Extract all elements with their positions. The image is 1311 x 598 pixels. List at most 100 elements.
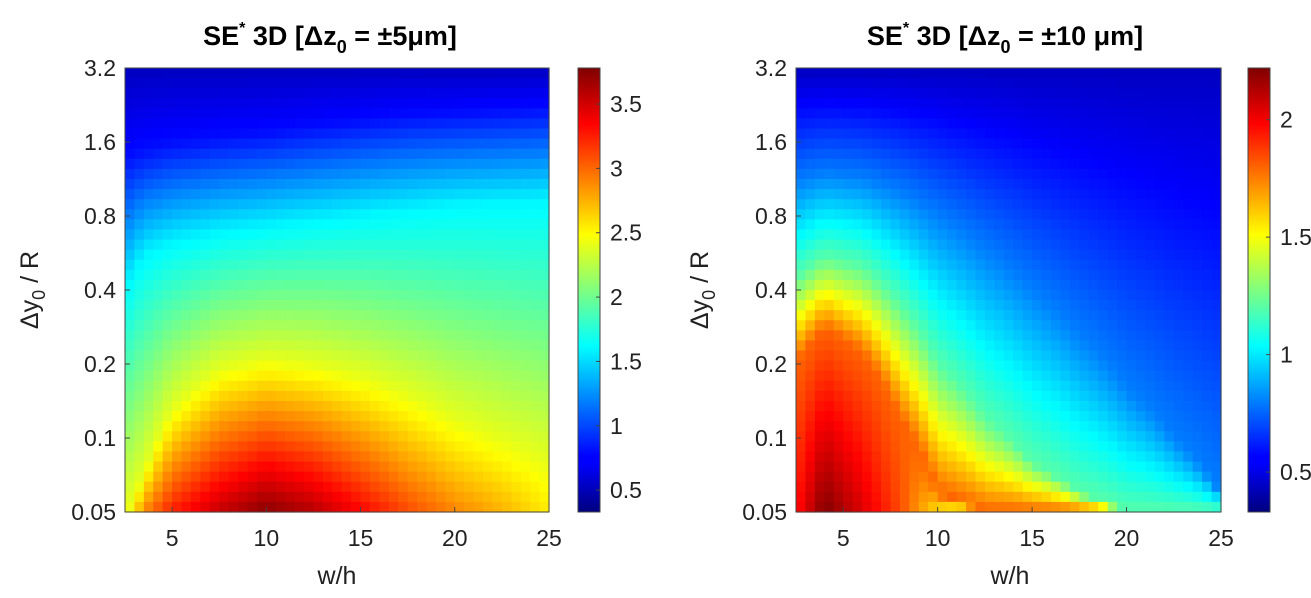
left-heatmap-cell — [464, 310, 475, 321]
right-heatmap-cell — [1013, 481, 1024, 493]
right-heatmap-cell — [1051, 350, 1062, 362]
left-heatmap-cell — [304, 431, 315, 442]
right-heatmap-cell — [966, 148, 977, 160]
left-heatmap-cell — [332, 158, 343, 170]
left-heatmap-cell — [492, 209, 503, 220]
left-heatmap-cell — [520, 78, 531, 89]
left-heatmap-cell — [228, 168, 239, 180]
left-heatmap-cell — [388, 390, 399, 402]
right-heatmap-cell — [1069, 168, 1080, 180]
left-heatmap-cell — [360, 310, 371, 321]
right-heatmap-cell — [833, 421, 844, 432]
right-heatmap-cell — [871, 350, 882, 362]
left-heatmap-cell — [181, 401, 192, 412]
right-heatmap-cell — [909, 491, 920, 503]
right-heatmap-cell — [1145, 461, 1156, 473]
right-heatmap-cell — [918, 320, 929, 331]
right-heatmap-cell — [1117, 491, 1128, 503]
right-heatmap-cell — [805, 239, 816, 251]
right-heatmap-cell — [1060, 320, 1071, 331]
right-heatmap-cell — [1192, 209, 1203, 220]
right-heatmap-cell — [1022, 290, 1033, 301]
left-heatmap-cell — [181, 229, 192, 241]
left-heatmap-cell — [143, 330, 154, 342]
right-heatmap-cell — [1126, 300, 1137, 311]
right-heatmap-cell — [1211, 98, 1222, 109]
left-heatmap-cell — [511, 279, 522, 291]
left-heatmap-cell — [520, 138, 531, 150]
right-heatmap-cell — [1211, 350, 1222, 362]
right-heatmap-cell — [1088, 279, 1099, 291]
right-heatmap-cell — [805, 451, 816, 463]
right-heatmap-cell — [833, 501, 844, 513]
right-heatmap-cell — [881, 290, 892, 301]
left-heatmap-cell — [294, 380, 305, 392]
left-heatmap-cell — [454, 279, 465, 291]
right-heatmap-cell — [937, 451, 948, 463]
left-heatmap-cell — [483, 451, 494, 463]
left-heatmap-cell — [143, 199, 154, 210]
right-heatmap-cell — [805, 179, 816, 190]
left-heatmap-cell — [398, 269, 409, 281]
right-heatmap-cell — [899, 148, 910, 160]
left-heatmap-cell — [190, 88, 201, 99]
right-heatmap-cell — [1192, 98, 1203, 109]
left-heatmap-cell — [219, 239, 230, 251]
left-heatmap-cell — [200, 88, 211, 99]
right-heatmap-cell — [1117, 279, 1128, 291]
left-heatmap-cell — [125, 441, 136, 453]
right-heatmap-cell — [1022, 88, 1033, 99]
right-heatmap-cell — [956, 229, 967, 241]
left-heatmap-cell — [539, 279, 550, 291]
right-heatmap-cell — [1051, 431, 1062, 442]
right-heatmap-cell — [984, 148, 995, 160]
right-heatmap-cell — [881, 350, 892, 362]
left-heatmap-cell — [398, 189, 409, 200]
right-heatmap-cell — [871, 88, 882, 99]
right-heatmap-cell — [1003, 461, 1014, 473]
left-heatmap-cell — [530, 199, 541, 210]
right-heatmap-cell — [843, 88, 854, 99]
right-heatmap-cell — [814, 300, 825, 311]
right-heatmap-cell — [1032, 128, 1043, 140]
right-heatmap-cell — [975, 179, 986, 190]
right-heatmap-cell — [966, 118, 977, 130]
right-heatmap-cell — [1051, 310, 1062, 321]
left-heatmap-cell — [219, 269, 230, 281]
right-heatmap-cell — [1211, 431, 1222, 442]
right-heatmap-cell — [1164, 209, 1175, 220]
left-heatmap-cell — [445, 501, 456, 513]
right-heatmap-cell — [843, 330, 854, 342]
right-heatmap-cell — [1079, 118, 1090, 130]
left-heatmap-cell — [360, 380, 371, 392]
right-heatmap-cell — [899, 259, 910, 271]
right-heatmap-cell — [1211, 491, 1222, 503]
right-heatmap-cell — [852, 390, 863, 402]
right-heatmap-cell — [1145, 431, 1156, 442]
left-heatmap-cell — [351, 259, 362, 271]
right-heatmap-cell — [833, 441, 844, 453]
right-heatmap-cell — [1154, 340, 1165, 352]
right-heatmap-cell — [796, 128, 807, 140]
left-y-tick-label: 0.4 — [84, 277, 116, 303]
left-heatmap-cell — [332, 108, 343, 120]
right-heatmap-cell — [1051, 340, 1062, 352]
left-heatmap-cell — [332, 380, 343, 392]
left-heatmap-cell — [341, 411, 352, 422]
right-heatmap-cell — [814, 158, 825, 170]
left-heatmap-cell — [426, 128, 437, 140]
right-heatmap-cell — [918, 401, 929, 412]
left-heatmap-cell — [351, 481, 362, 493]
right-heatmap-cell — [909, 461, 920, 473]
right-heatmap-cell — [918, 269, 929, 281]
left-heatmap-cell — [266, 501, 277, 513]
left-heatmap-cell — [511, 380, 522, 392]
right-heatmap-cell — [1022, 148, 1033, 160]
right-heatmap-cell — [956, 68, 967, 79]
right-heatmap-cell — [871, 279, 882, 291]
right-heatmap-cell — [862, 168, 873, 180]
right-heatmap-cell — [928, 158, 939, 170]
left-heatmap-cell — [313, 138, 324, 150]
right-heatmap-cell — [1069, 471, 1080, 483]
left-heatmap-cell — [398, 501, 409, 513]
